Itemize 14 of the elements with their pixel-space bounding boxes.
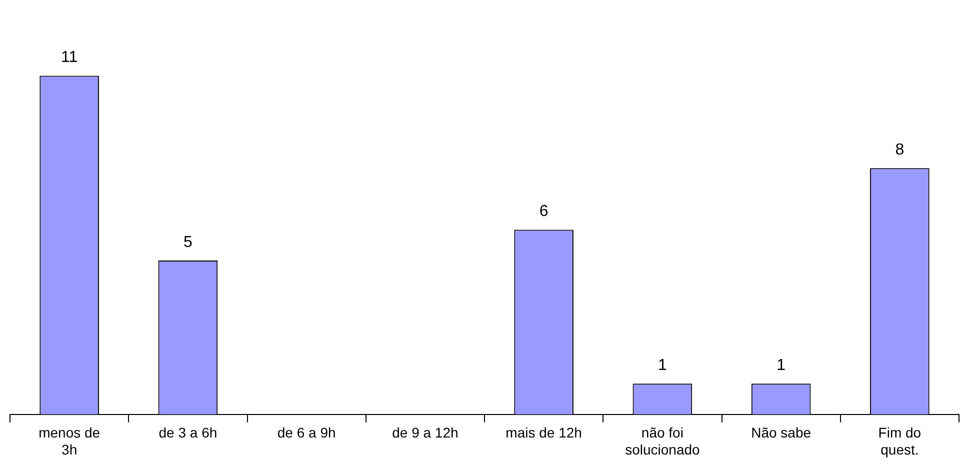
x-tick-label: Não sabe xyxy=(751,424,812,441)
x-tick-label: de 3 a 6h xyxy=(158,424,218,441)
data-label: 11 xyxy=(61,49,78,66)
x-tick-label: de 6 a 9h xyxy=(277,424,336,441)
x-tick-label: mais de 12h xyxy=(506,424,582,441)
data-label: 1 xyxy=(658,357,667,374)
data-label: 5 xyxy=(183,234,192,251)
x-tick-label: menos de 3h xyxy=(38,424,100,458)
data-label: 8 xyxy=(895,142,904,159)
data-label: 6 xyxy=(539,203,548,220)
data-label: 1 xyxy=(776,357,786,374)
x-tick-label: Fim do quest. xyxy=(878,424,922,458)
x-tick-label: não foi solucionado xyxy=(625,424,700,458)
x-tick-label: de 9 a 12h xyxy=(392,424,458,441)
